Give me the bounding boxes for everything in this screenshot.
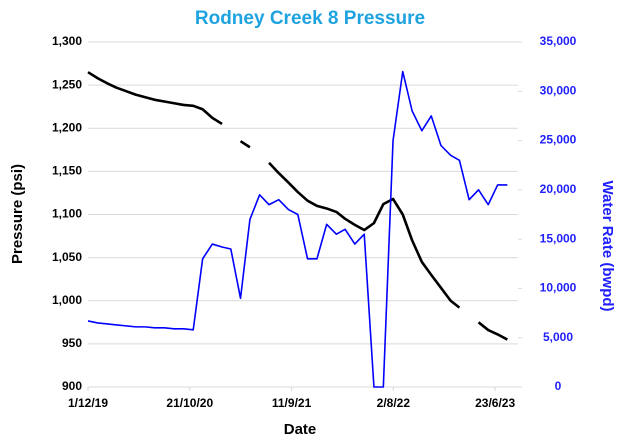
y2-tick-label: 15,000 [540,231,577,245]
series-line [87,71,223,126]
y-tick-label: 1,250 [52,77,82,91]
y-tick-label: 900 [62,379,82,393]
y-axis-label: Pressure (psi) [9,164,26,264]
y2-tick-label: 30,000 [540,83,577,97]
x-tick-label: 23/6/23 [475,396,515,410]
y-tick-label: 1,150 [52,164,82,178]
y2-tick-label: 35,000 [540,34,577,48]
y2-tick-label: 20,000 [540,182,577,196]
y-tick-label: 1,050 [52,250,82,264]
y2-tick-label: 0 [555,379,562,393]
series-line [87,70,508,388]
y-tick-label: 1,000 [52,293,82,307]
series-line [477,321,508,341]
y2-axis-label: Water Rate (bwpd) [599,180,616,311]
x-axis-label: Date [284,421,317,438]
x-tick-label: 1/12/19 [68,396,108,410]
y-tick-label: 1,300 [52,34,82,48]
y2-tick-label: 10,000 [540,281,577,295]
y-tick-label: 1,200 [52,120,82,134]
y2-tick-label: 25,000 [540,133,577,147]
chart-title: Rodney Creek 8 Pressure [195,8,425,29]
x-tick-label: 11/9/21 [272,396,312,410]
x-tick-label: 2/8/22 [377,396,411,410]
series-line [268,161,461,309]
y-tick-label: 1,100 [52,207,82,221]
series-line [239,140,251,149]
y2-tick-label: 5,000 [543,330,573,344]
x-tick-label: 21/10/20 [166,396,213,410]
y-tick-label: 950 [62,336,82,350]
